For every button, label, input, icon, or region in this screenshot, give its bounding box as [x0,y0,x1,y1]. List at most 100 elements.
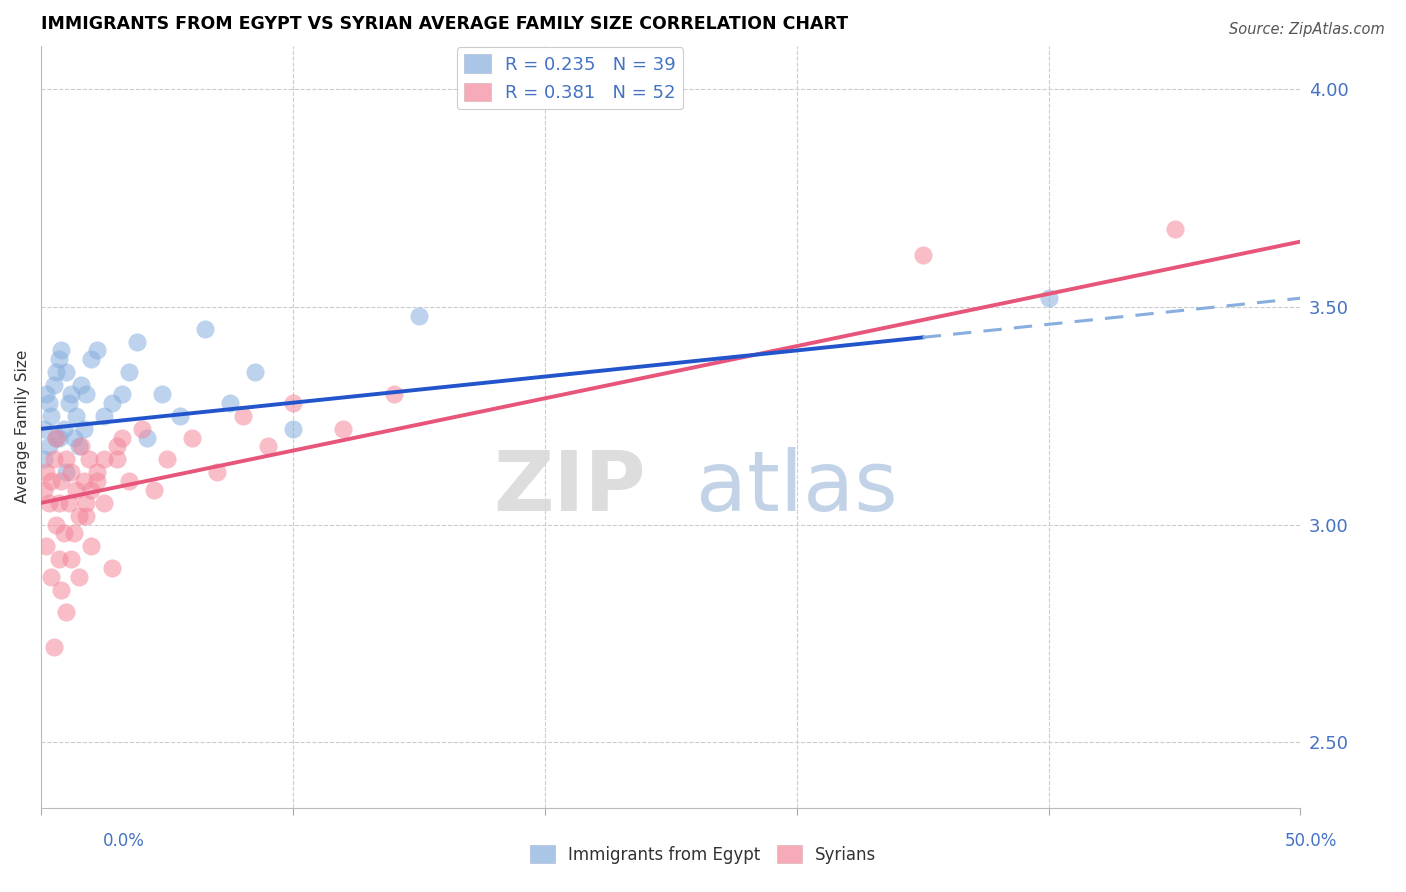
Point [48,496,70,510]
Point [51,343,73,358]
Point [77,452,100,467]
Point [35,466,58,480]
Point [111,387,134,401]
Point [42,640,65,654]
Point [105,452,128,467]
Point [70,378,93,392]
Point [131,422,153,436]
Point [39,474,62,488]
Text: 0.0%: 0.0% [103,831,145,849]
Point [75,508,97,523]
Point [55,466,77,480]
Point [48,431,70,445]
Point [73,474,96,488]
Point [111,431,134,445]
Point [1038,291,1060,305]
Point [143,483,166,497]
Point [48,352,70,367]
Point [32,452,55,467]
Point [58,496,80,510]
Point [135,431,157,445]
Point [125,334,148,349]
Point [38,439,60,453]
Point [39,409,62,423]
Text: Source: ZipAtlas.com: Source: ZipAtlas.com [1229,22,1385,37]
Point [207,466,229,480]
Point [60,387,83,401]
Point [51,474,73,488]
Point [75,496,97,510]
Point [65,409,87,423]
Point [73,422,96,436]
Point [51,582,73,597]
Point [32,483,55,497]
Point [45,431,67,445]
Legend: Immigrants from Egypt, Syrians: Immigrants from Egypt, Syrians [523,838,883,871]
Point [169,409,191,423]
Point [45,517,67,532]
Point [80,540,103,554]
Point [86,474,108,488]
Point [232,409,254,423]
Point [55,605,77,619]
Point [38,395,60,409]
Point [93,409,115,423]
Point [39,570,62,584]
Y-axis label: Average Family Size: Average Family Size [15,350,30,503]
Point [58,395,80,409]
Point [93,452,115,467]
Point [55,452,77,467]
Point [194,321,217,335]
Point [281,422,304,436]
Point [70,439,93,453]
Point [63,431,86,445]
Point [911,247,934,261]
Point [80,352,103,367]
Point [118,474,141,488]
Point [75,387,97,401]
Point [38,496,60,510]
Point [67,508,90,523]
Point [181,431,204,445]
Point [245,365,267,379]
Point [281,395,304,409]
Point [219,395,242,409]
Point [332,422,354,436]
Point [35,540,58,554]
Point [45,431,67,445]
Point [42,378,65,392]
Text: IMMIGRANTS FROM EGYPT VS SYRIAN AVERAGE FAMILY SIZE CORRELATION CHART: IMMIGRANTS FROM EGYPT VS SYRIAN AVERAGE … [41,15,848,33]
Point [118,365,141,379]
Point [67,439,90,453]
Point [63,526,86,541]
Point [67,570,90,584]
Point [65,483,87,497]
Point [60,466,83,480]
Point [80,483,103,497]
Point [48,552,70,566]
Point [55,365,77,379]
Point [52,526,75,541]
Point [86,466,108,480]
Point [256,439,278,453]
Point [60,552,83,566]
Point [93,496,115,510]
Point [382,387,405,401]
Text: 50.0%: 50.0% [1285,831,1337,849]
Point [150,387,173,401]
Point [100,395,122,409]
Point [42,452,65,467]
Point [52,422,75,436]
Text: atlas: atlas [696,447,898,528]
Point [105,439,128,453]
Point [86,343,108,358]
Point [45,365,67,379]
Point [408,309,430,323]
Point [1163,221,1185,235]
Legend: R = 0.235   N = 39, R = 0.381   N = 52: R = 0.235 N = 39, R = 0.381 N = 52 [457,47,683,109]
Point [100,561,122,575]
Text: ZIP: ZIP [494,447,645,528]
Point [156,452,179,467]
Point [32,422,55,436]
Point [35,387,58,401]
